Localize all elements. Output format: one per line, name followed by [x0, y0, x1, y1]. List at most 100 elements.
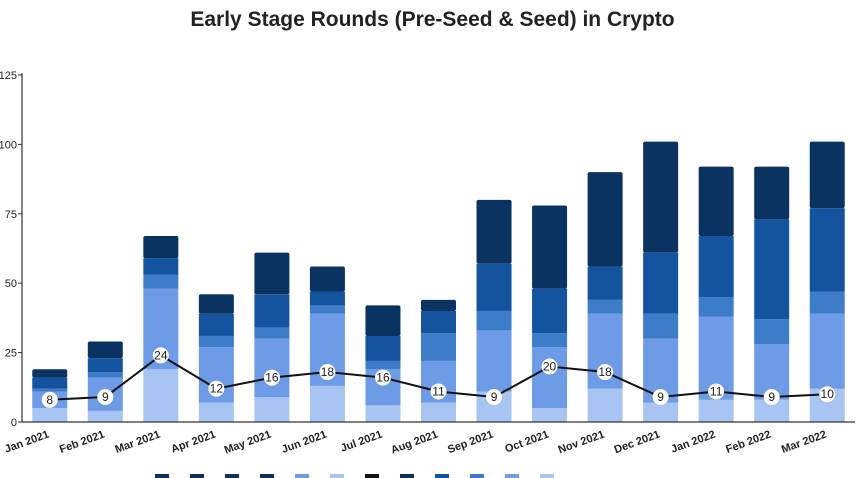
legend-layer [155, 474, 554, 478]
bar-segment [309, 266, 345, 292]
line-point [708, 383, 725, 400]
line-data-label: 9 [102, 390, 109, 404]
legend-swatch [540, 474, 554, 478]
bar-segment [365, 335, 401, 361]
line-data-label: 20 [543, 359, 557, 373]
y-tick-label: 25 [5, 348, 17, 360]
bar-segment [421, 299, 456, 311]
legend-swatch [435, 474, 449, 478]
line-data-label: 9 [657, 390, 664, 404]
bar-segment [421, 333, 456, 361]
legend-swatch [400, 474, 414, 478]
bar-segment [809, 208, 845, 292]
y-tick-label: 100 [0, 139, 17, 151]
bar-segment [476, 310, 512, 331]
bar-segment [698, 297, 734, 317]
bar-segment [87, 358, 123, 373]
line-point [374, 369, 391, 386]
y-tick-label: 75 [5, 209, 17, 221]
y-tick-label: 125 [0, 70, 17, 82]
bar-segment [809, 313, 845, 389]
bar-segment [254, 327, 290, 339]
bar-segment [32, 369, 68, 378]
bar-segment [532, 205, 568, 289]
bar-segment [32, 377, 68, 389]
bar-segment [309, 291, 345, 306]
line-data-label: 16 [265, 371, 279, 385]
line-point [41, 391, 58, 408]
bar-segment [309, 305, 345, 314]
bar-segment [476, 263, 512, 311]
x-tick-label: Aug 2021 [389, 429, 439, 457]
bars-layer [32, 141, 845, 422]
x-tick-label: Mar 2022 [780, 429, 828, 456]
line-point [763, 389, 780, 406]
x-tick-label: Oct 2021 [503, 429, 550, 456]
legend-swatch [365, 474, 379, 478]
bar-segment [698, 399, 734, 422]
bar-segment [754, 399, 790, 422]
x-tick-label: Jan 2022 [669, 429, 717, 456]
bar-segment [809, 141, 845, 209]
bar-segment [365, 360, 401, 370]
bar-segment [698, 166, 734, 237]
legend-swatch [190, 474, 204, 478]
line-data-label: 11 [710, 384, 723, 398]
bar-segment [754, 166, 790, 220]
bar-segment [87, 372, 123, 378]
line-point [486, 389, 503, 406]
line-data-label: 24 [154, 348, 168, 362]
line-point [263, 369, 280, 386]
bar-segment [365, 405, 401, 422]
line-data-label: 11 [432, 384, 445, 398]
line-point [208, 380, 225, 397]
bar-segment [198, 294, 234, 314]
bar-segment [421, 310, 456, 334]
bar-segment [476, 199, 512, 264]
y-tick-label: 0 [11, 417, 17, 429]
bar-segment [587, 299, 623, 314]
bar-segment [254, 294, 290, 328]
line-data-label: 18 [321, 365, 335, 379]
bar-segment [476, 330, 512, 392]
bar-segment [198, 402, 234, 422]
bar-segment [87, 341, 123, 359]
bar-segment [143, 369, 179, 422]
line-data-label: 9 [768, 390, 775, 404]
bar-segment [143, 274, 179, 289]
bar-segment [143, 236, 179, 259]
bar-segment [421, 402, 456, 422]
x-tick-label: Jan 2021 [3, 429, 51, 456]
bar-segment [587, 266, 623, 300]
x-tick-label: Dec 2021 [613, 429, 662, 457]
legend-swatch [505, 474, 519, 478]
line-data-label: 18 [598, 365, 612, 379]
bar-segment [587, 388, 623, 422]
chart-title: Early Stage Rounds (Pre-Seed & Seed) in … [190, 8, 675, 31]
legend-swatch [330, 474, 344, 478]
legend-swatch [295, 474, 309, 478]
x-tick-label: Jul 2021 [339, 429, 384, 455]
line-point [97, 389, 114, 406]
bar-segment [809, 291, 845, 314]
x-tick-label: Nov 2021 [557, 429, 607, 457]
bar-segment [643, 252, 679, 314]
line-point [430, 383, 447, 400]
line-point [652, 389, 669, 406]
bar-segment [365, 305, 401, 336]
bar-segment [309, 385, 345, 422]
x-tick-label: May 2021 [223, 429, 273, 457]
x-tick-label: Apr 2021 [170, 429, 218, 456]
x-tick-label: Feb 2021 [58, 429, 106, 456]
line-point [319, 364, 336, 381]
line-point [541, 358, 558, 375]
legend-swatch [225, 474, 239, 478]
x-tick-label: Feb 2022 [724, 429, 772, 456]
bar-segment [698, 236, 734, 298]
x-tick-label: Mar 2021 [114, 429, 162, 456]
line-data-label: 10 [821, 387, 835, 401]
legend-swatch [470, 474, 484, 478]
bar-segment [254, 252, 290, 295]
bar-segment [87, 410, 123, 422]
line-data-label: 16 [376, 371, 390, 385]
